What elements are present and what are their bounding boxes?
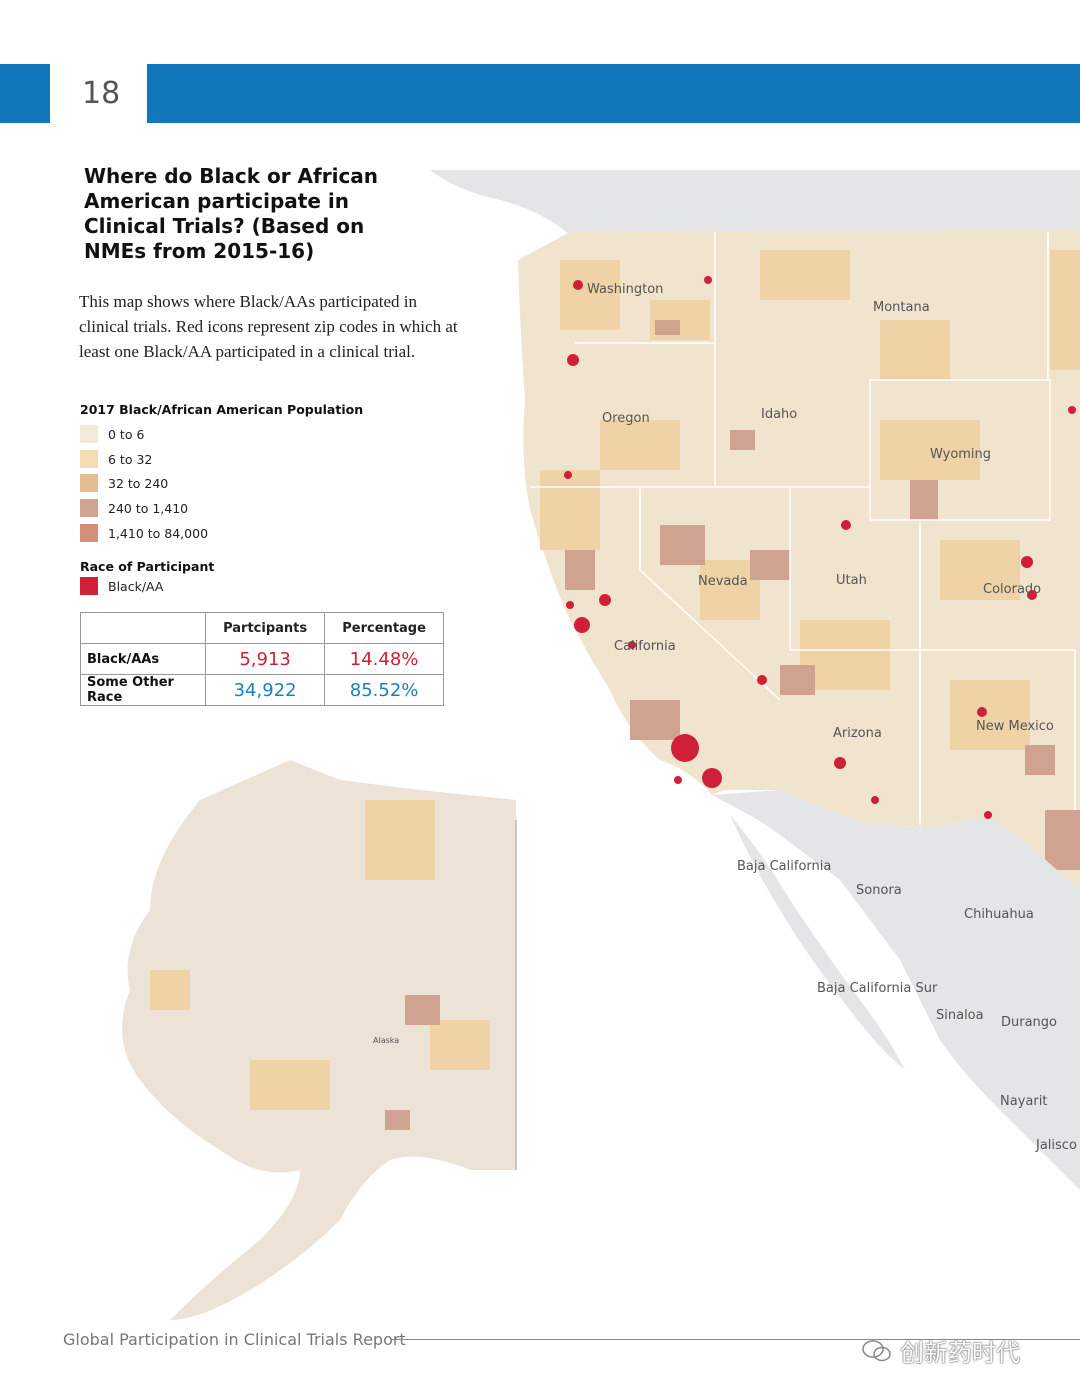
state-borders: [530, 232, 1076, 825]
state-label: Oregon: [602, 411, 650, 426]
page-title: Where do Black or African American parti…: [84, 164, 379, 263]
percentage-value: 85.52%: [324, 674, 444, 706]
state-label: Montana: [873, 300, 930, 315]
intro-paragraph: This map shows where Black/AAs participa…: [79, 292, 458, 361]
map-graphic: Washington Montana Oregon Idaho Wyoming …: [122, 170, 1080, 1320]
population-legend-heading: 2017 Black/African American Population: [80, 402, 364, 417]
header-bar-right: [147, 64, 1080, 123]
alaska-high-patches: [385, 995, 440, 1130]
state-label: Nevada: [698, 574, 748, 589]
canada-landmass: [430, 170, 1080, 235]
participants-value: 34,922: [204, 674, 326, 706]
header-bar-left: [0, 64, 50, 123]
baja-peninsula: [730, 815, 905, 1070]
alaska-landmass: [122, 760, 516, 1320]
state-label: Arizona: [833, 726, 882, 741]
mexico-mainland: [712, 790, 1080, 1190]
population-patches: [540, 250, 1080, 750]
legend-item: 32 to 240: [80, 474, 168, 492]
table-row: Some Other Race 34,922 85.52%: [80, 674, 444, 706]
alaska-patches: [150, 800, 490, 1110]
legend-item: 240 to 1,410: [80, 499, 188, 517]
state-label: California: [614, 639, 676, 654]
race-legend-heading: Race of Participant: [80, 559, 215, 574]
watermark: 创新药时代: [862, 1333, 1020, 1368]
table-row: Black/AAs 5,913 14.48%: [80, 643, 444, 675]
footer-report-title: Global Participation in Clinical Trials …: [63, 1330, 406, 1349]
participation-table: Partcipants Percentage Black/AAs 5,913 1…: [80, 612, 444, 706]
table-header-blank: [80, 612, 206, 644]
footer-divider: [392, 1339, 1080, 1340]
table-header-percentage: Percentage: [324, 612, 444, 644]
mexico-label: Sonora: [856, 883, 902, 898]
mexico-label: Baja California Sur: [817, 981, 938, 996]
state-label: Wyoming: [930, 447, 991, 462]
state-label: Idaho: [761, 407, 797, 422]
state-label: Washington: [587, 282, 663, 297]
state-label: Colorado: [983, 582, 1041, 597]
legend-swatch: [80, 450, 98, 468]
mexico-label: Baja California: [737, 859, 831, 874]
mexico-label: Jalisco: [1035, 1138, 1077, 1153]
watermark-text: 创新药时代: [900, 1339, 1020, 1367]
percentage-value: 14.48%: [324, 643, 444, 675]
mexico-label: Sinaloa: [936, 1008, 984, 1023]
legend-swatch: [80, 499, 98, 517]
mexico-label: Durango: [1001, 1015, 1057, 1030]
table-header-row: Partcipants Percentage: [80, 612, 444, 644]
state-label: New Mexico: [976, 719, 1054, 734]
inset-label: Alaska: [373, 1036, 399, 1045]
legend-swatch: [80, 524, 98, 542]
legend-swatch: [80, 577, 98, 595]
row-label: Black/AAs: [80, 643, 206, 675]
legend-item: 0 to 6: [80, 425, 144, 443]
table-header-participants: Partcipants: [204, 612, 326, 644]
page-number: 18: [82, 76, 121, 111]
wechat-icon: [862, 1339, 891, 1361]
legend-swatch: [80, 474, 98, 492]
legend-item: Black/AA: [80, 577, 163, 595]
legend-swatch: [80, 425, 98, 443]
state-label: Utah: [836, 573, 867, 588]
high-population-patches: [565, 320, 1080, 870]
mexico-label: Nayarit: [1000, 1094, 1047, 1109]
legend-item: 1,410 to 84,000: [80, 524, 208, 542]
participant-markers: [564, 276, 1076, 819]
mexico-label: Chihuahua: [964, 907, 1034, 922]
legend-item: 6 to 32: [80, 450, 152, 468]
